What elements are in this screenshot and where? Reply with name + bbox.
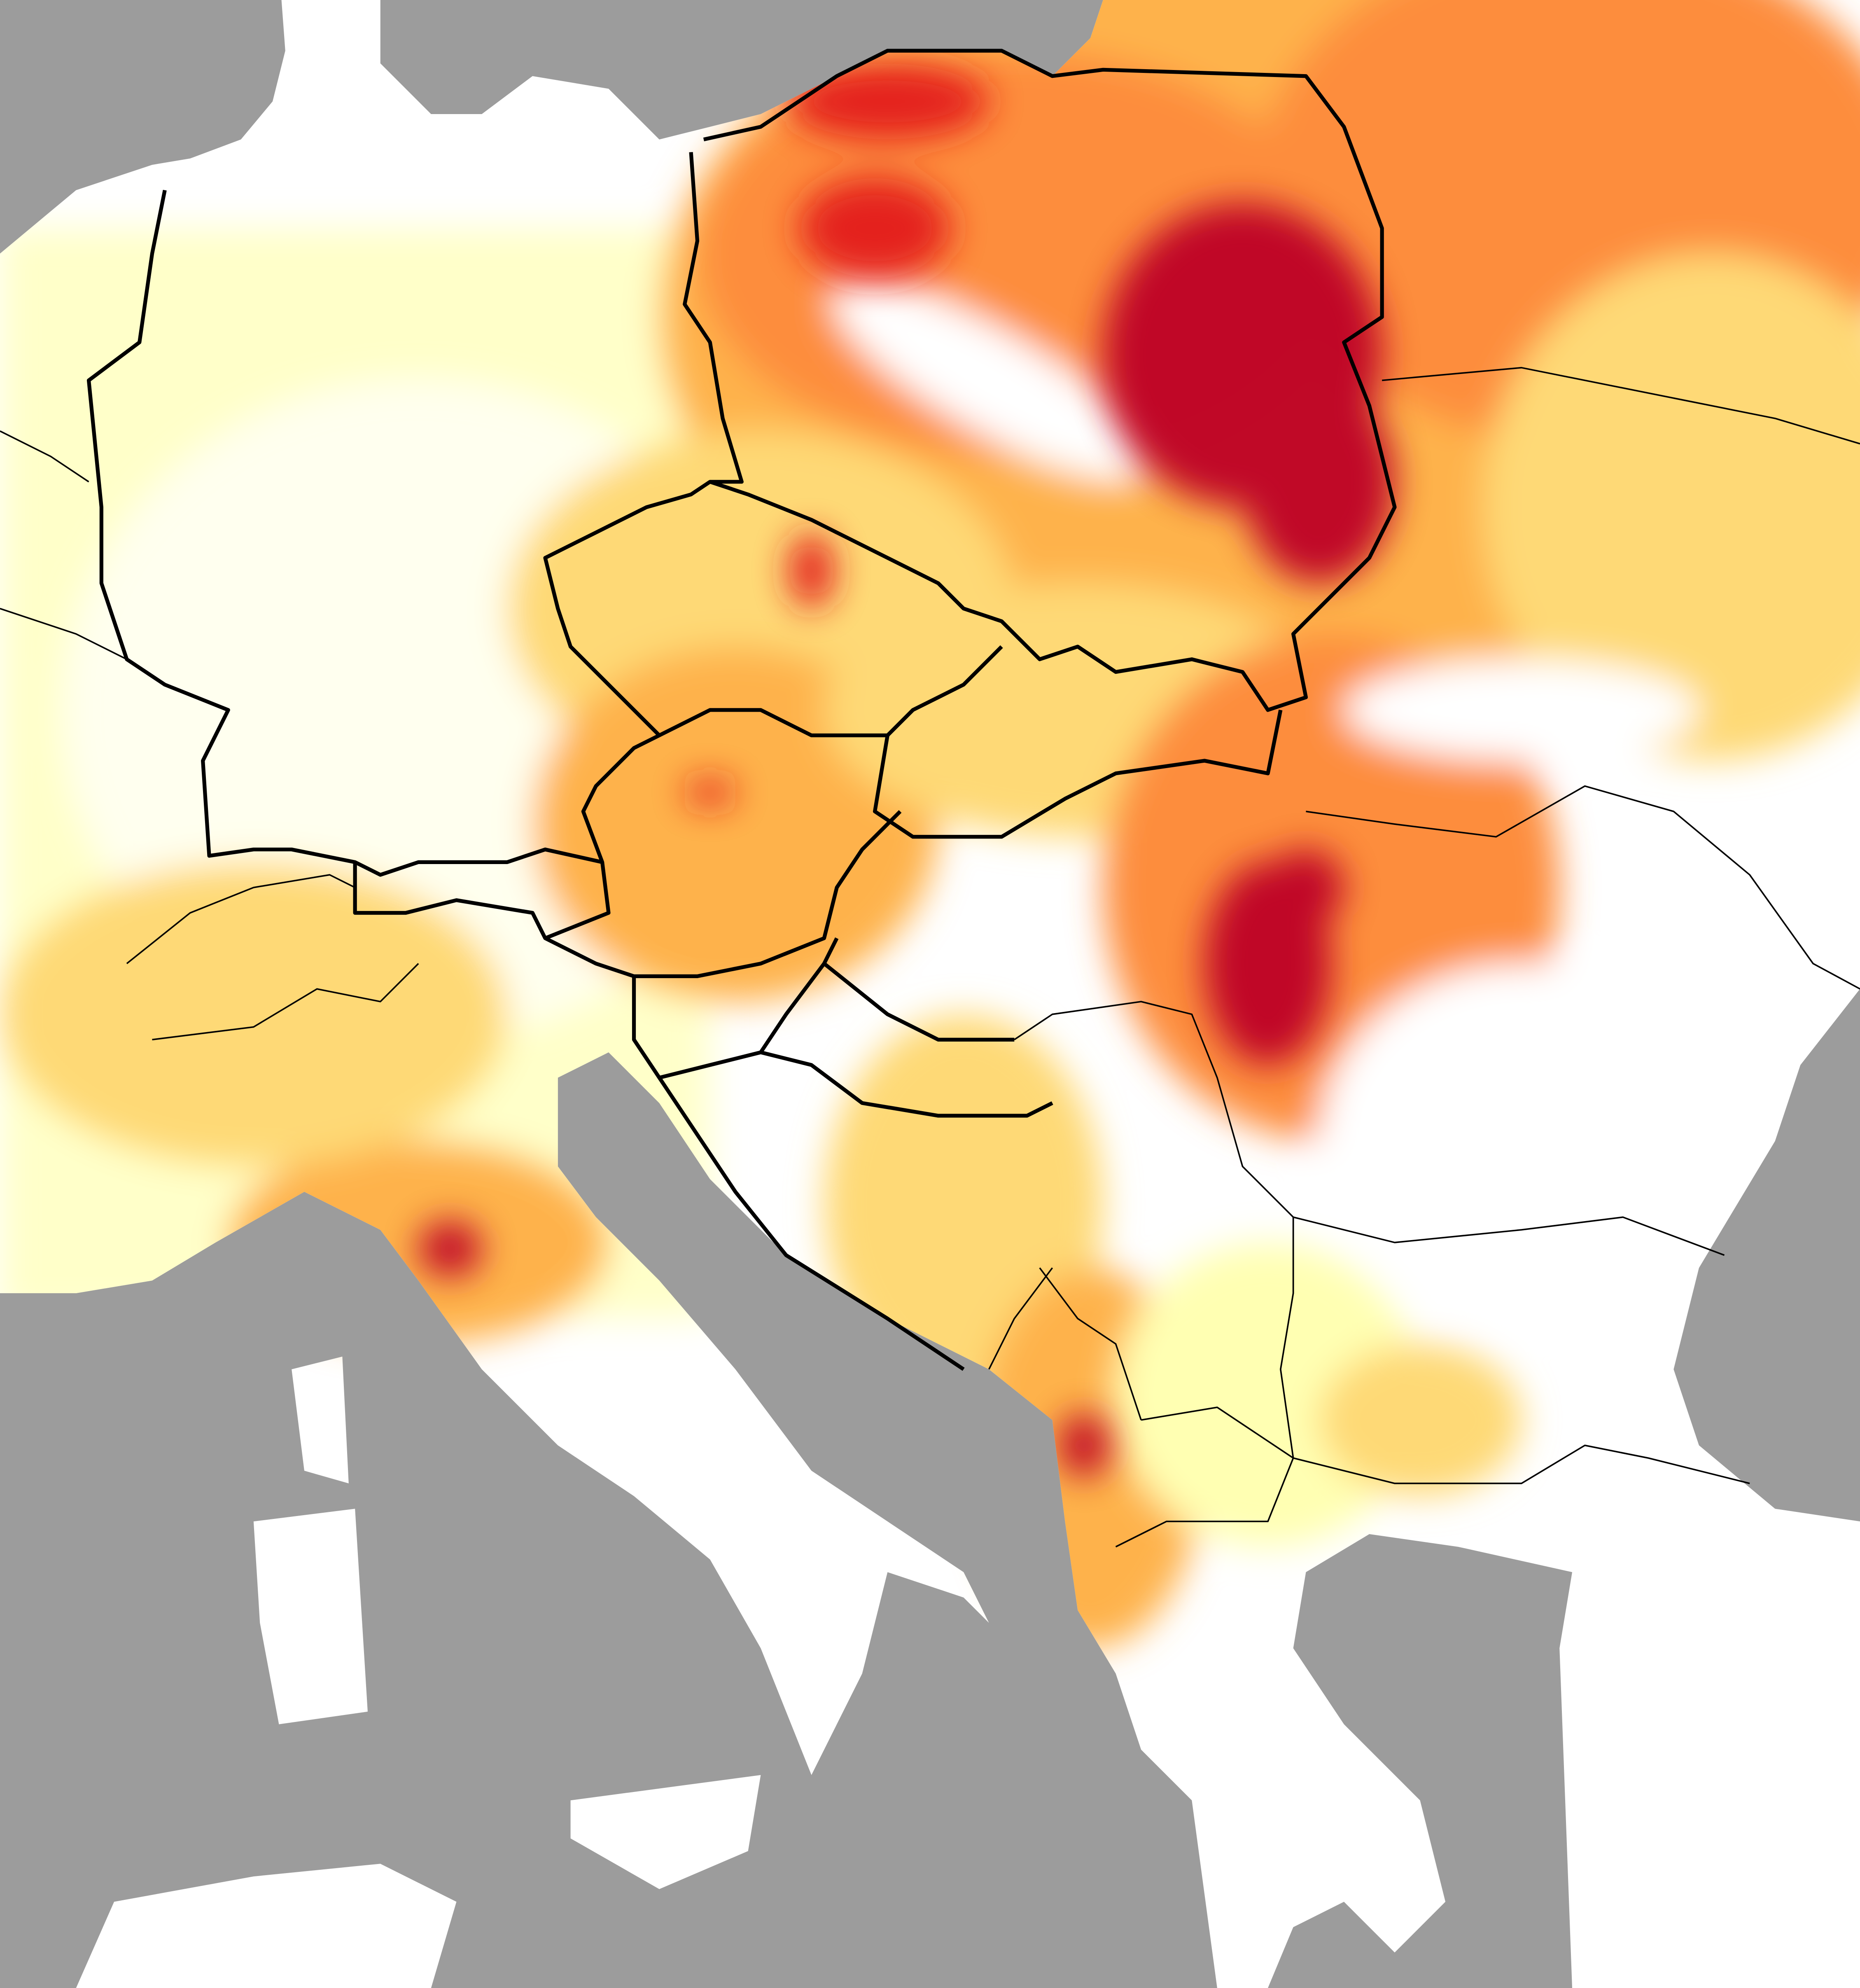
country-borders <box>0 49 1860 1548</box>
